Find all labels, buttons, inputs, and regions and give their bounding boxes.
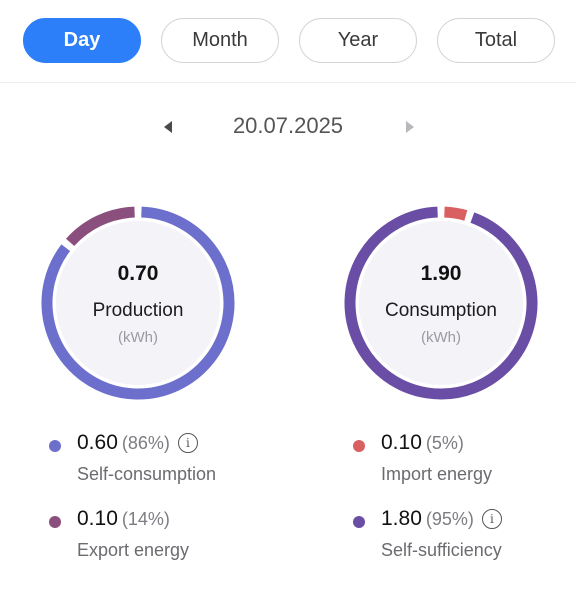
self-consumption-arc — [41, 206, 235, 400]
import-energy-dot — [353, 440, 365, 452]
consumption-center: 1.90 Consumption (kWh) — [343, 205, 539, 401]
legend-self-sufficiency: 1.80 (95%) i Self-sufficiency — [353, 507, 576, 567]
import-energy-arc — [444, 206, 468, 221]
self-sufficiency-dot — [353, 516, 365, 528]
info-icon[interactable]: i — [177, 433, 198, 453]
production-center: 0.70 Production (kWh) — [40, 205, 236, 401]
production-ring — [41, 206, 235, 400]
export-energy-arc — [66, 206, 135, 247]
tab-day[interactable]: Day — [23, 18, 141, 63]
consumption-label: Consumption — [385, 300, 497, 321]
legend-label: Self-sufficiency — [381, 540, 502, 560]
legend-self-consumption: 0.60 (86%) i Self-consumption — [49, 431, 289, 491]
legend-percent: (95%) — [425, 509, 474, 529]
production-label: Production — [92, 300, 184, 321]
legend-percent: (14%) — [121, 509, 170, 529]
legend-value: 0.60 (86%) i — [77, 431, 198, 455]
self-sufficiency-arc — [344, 206, 538, 400]
consumption-donut: 1.90 Consumption (kWh) — [343, 205, 539, 401]
legend-percent: (5%) — [425, 433, 464, 453]
next-day-button[interactable] — [399, 116, 421, 138]
previous-day-button[interactable] — [157, 116, 179, 138]
info-icon[interactable]: i — [481, 509, 502, 529]
production-total: 0.70 — [117, 262, 159, 285]
period-tabs: Day Month Year Total — [0, 0, 576, 83]
tab-year[interactable]: Year — [299, 18, 417, 63]
legend-value: 1.80 (95%) i — [381, 507, 502, 531]
legend-export-energy: 0.10 (14%) Export energy — [49, 507, 289, 567]
legend-label: Import energy — [381, 464, 493, 484]
legend-value: 0.10 (14%) — [77, 507, 170, 530]
legend-value: 0.10 (5%) — [381, 431, 464, 454]
caret-left-icon — [164, 121, 172, 133]
legend-import-energy: 0.10 (5%) Import energy — [353, 431, 576, 491]
tab-total[interactable]: Total — [437, 18, 555, 63]
consumption-total: 1.90 — [420, 262, 462, 285]
export-energy-dot — [49, 516, 61, 528]
self-consumption-dot — [49, 440, 61, 452]
date-navigator: 20.07.2025 — [0, 108, 576, 146]
donut-inner-disc — [56, 221, 220, 385]
donut-inner-disc — [359, 221, 523, 385]
tab-month[interactable]: Month — [161, 18, 279, 63]
consumption-ring — [344, 206, 538, 400]
legend-percent: (86%) — [121, 433, 170, 453]
legend-label: Export energy — [77, 540, 190, 560]
current-date: 20.07.2025 — [232, 113, 344, 138]
production-donut: 0.70 Production (kWh) — [40, 205, 236, 401]
legend-label: Self-consumption — [77, 464, 217, 484]
production-unit: (kWh) — [118, 329, 158, 346]
consumption-unit: (kWh) — [421, 329, 461, 346]
caret-right-icon — [406, 121, 414, 133]
